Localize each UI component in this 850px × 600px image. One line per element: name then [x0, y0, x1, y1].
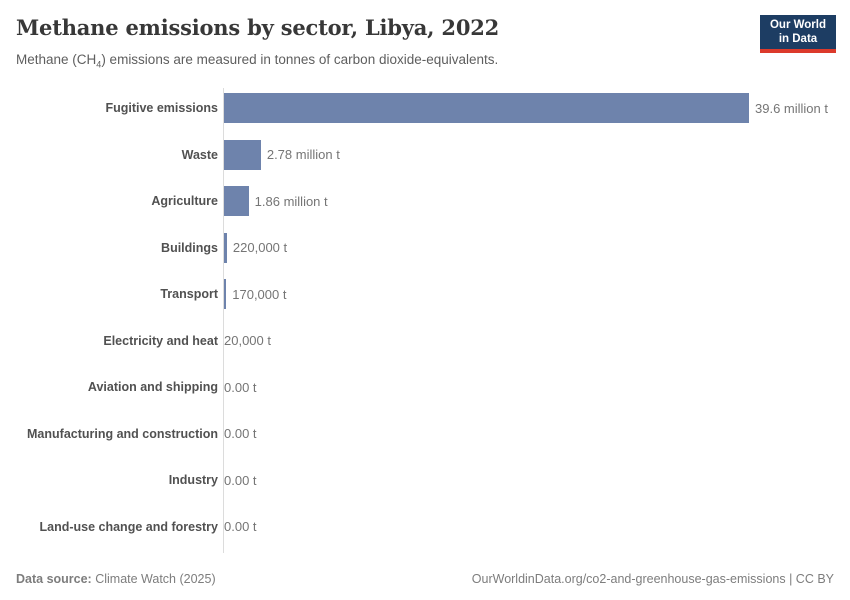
- chart-row: Buildings 220,000 t: [0, 225, 850, 272]
- subtitle-text-end: ) emissions are measured in tonnes of ca…: [101, 52, 499, 67]
- value-label: 0.00 t: [224, 519, 257, 535]
- bar[interactable]: [224, 139, 261, 170]
- value-label: 2.78 million t: [266, 147, 340, 163]
- category-label: Transport: [160, 287, 218, 302]
- value-label: 20,000 t: [224, 333, 271, 349]
- data-source: Data source: Climate Watch (2025): [16, 572, 216, 586]
- category-label: Land-use change and forestry: [39, 519, 218, 534]
- page-title: Methane emissions by sector, Libya, 2022: [16, 15, 500, 40]
- data-source-label: Data source:: [16, 572, 92, 586]
- data-source-value: Climate Watch (2025): [91, 572, 216, 586]
- chart-row: Fugitive emissions 39.6 million t: [0, 85, 850, 132]
- value-label: 0.00 t: [224, 426, 257, 442]
- category-label: Agriculture: [151, 194, 218, 209]
- owid-logo-line2: in Data: [778, 32, 818, 45]
- bar[interactable]: [224, 93, 749, 124]
- value-label: 0.00 t: [224, 472, 257, 488]
- chart-row: Waste 2.78 million t: [0, 132, 850, 179]
- subtitle-text: Methane (CH: [16, 52, 97, 67]
- chart-subtitle: Methane (CH4) emissions are measured in …: [16, 52, 498, 70]
- category-label: Industry: [168, 473, 218, 488]
- bar[interactable]: [224, 186, 249, 217]
- value-label: 170,000 t: [232, 286, 287, 302]
- chart-footer: Data source: Climate Watch (2025) OurWor…: [16, 572, 834, 586]
- category-label: Buildings: [161, 240, 218, 255]
- chart-row: Land-use change and forestry 0.00 t: [0, 504, 850, 551]
- chart-row: Manufacturing and construction 0.00 t: [0, 411, 850, 458]
- chart-row: Aviation and shipping 0.00 t: [0, 364, 850, 411]
- owid-logo-line1: Our World: [769, 19, 826, 31]
- owid-logo[interactable]: Our World in Data: [760, 15, 836, 53]
- chart-row: Agriculture 1.86 million t: [0, 178, 850, 225]
- y-axis-line: [223, 88, 224, 553]
- chart-row: Transport 170,000 t: [0, 271, 850, 318]
- category-label: Electricity and heat: [103, 333, 218, 348]
- bar[interactable]: [224, 279, 227, 310]
- footer-citation-link[interactable]: OurWorldinData.org/co2-and-greenhouse-ga…: [471, 572, 834, 586]
- chart-row: Electricity and heat 20,000 t: [0, 318, 850, 365]
- value-label: 220,000 t: [232, 240, 288, 256]
- chart-row: Industry 0.00 t: [0, 457, 850, 504]
- value-label: 39.6 million t: [755, 100, 828, 116]
- subtitle-subscript: 4: [96, 59, 102, 70]
- value-label: 1.86 million t: [254, 193, 328, 209]
- category-label: Manufacturing and construction: [27, 426, 218, 441]
- bar[interactable]: [224, 232, 227, 263]
- category-label: Aviation and shipping: [87, 380, 218, 395]
- category-label: Fugitive emissions: [105, 101, 218, 116]
- category-label: Waste: [181, 147, 218, 162]
- value-label: 0.00 t: [224, 379, 257, 395]
- bar-chart: Fugitive emissions 39.6 million t Waste …: [0, 85, 850, 550]
